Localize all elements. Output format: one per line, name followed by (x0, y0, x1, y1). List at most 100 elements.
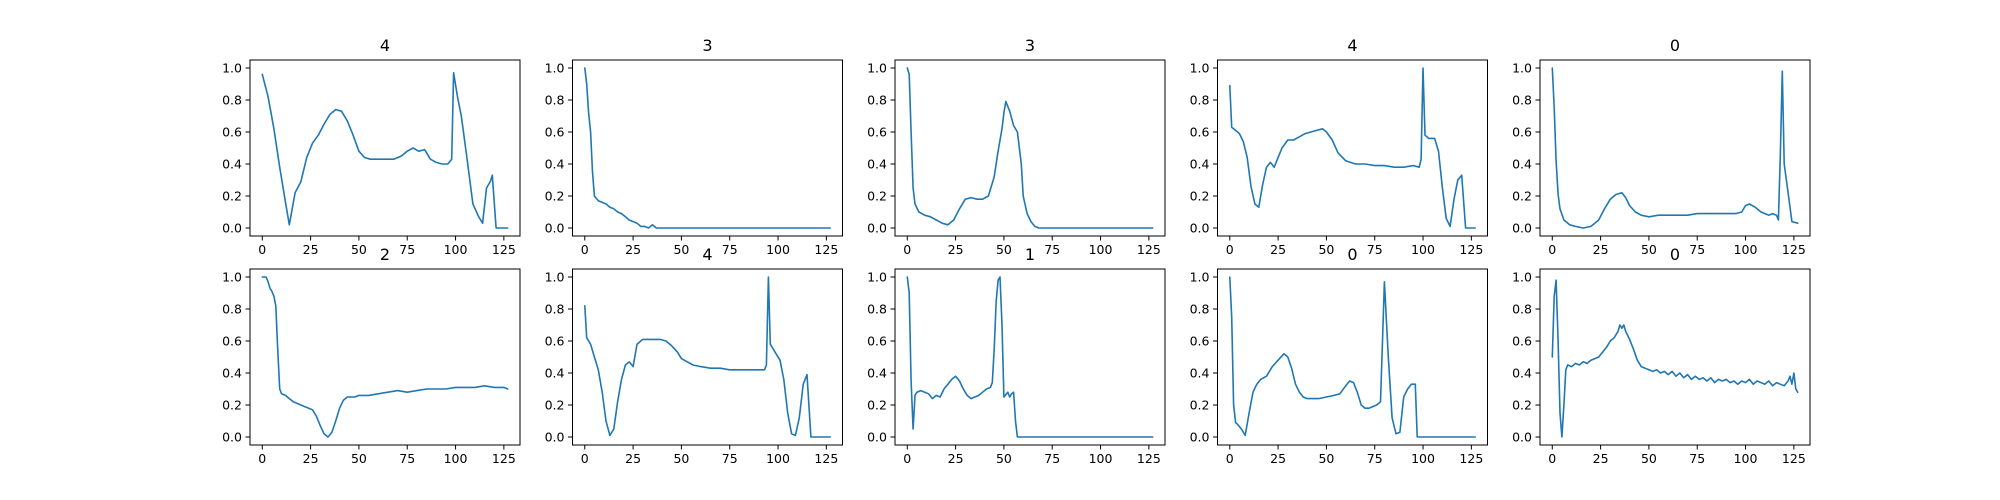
subplot-9: 0 0 25 50 75 100 125 0.0 0.2 0.4 0.6 0.8 1.0 (1190, 245, 1488, 466)
y-tick-label: 0.4 (222, 157, 242, 172)
y-tick-label: 0.0 (1190, 221, 1210, 236)
y-tick-label: 0.4 (1512, 366, 1532, 381)
series-line (906, 67, 1154, 229)
x-tick-label: 125 (1782, 242, 1806, 257)
plot-frame (1539, 268, 1811, 446)
plot-frame (1217, 59, 1488, 237)
x-tick-label: 25 (303, 451, 319, 466)
x-tick-label: 125 (1137, 242, 1161, 257)
subplot-4: 4 0 25 50 75 100 125 0.0 0.2 0.4 0.6 0.8 1.0 (1190, 36, 1488, 257)
y-tick-label: 0.4 (1190, 366, 1210, 381)
x-tick-label: 50 (673, 242, 689, 257)
x-tick-label: 50 (1641, 242, 1657, 257)
y-tick-label: 1.0 (867, 270, 887, 285)
x-tick-label: 75 (722, 451, 738, 466)
y-tick-label: 1.0 (545, 61, 565, 76)
y-tick-label: 0.4 (222, 366, 242, 381)
y-tick-label: 0.8 (1512, 93, 1532, 108)
x-tick-label: 100 (766, 242, 790, 257)
y-tick-label: 0.0 (222, 221, 242, 236)
y-tick-label: 0.0 (222, 430, 242, 445)
y-tick-label: 1.0 (545, 270, 565, 285)
y-tick-label: 0.4 (1190, 157, 1210, 172)
y-tick-label: 0.2 (1512, 189, 1532, 204)
y-tick-label: 0.0 (1512, 430, 1532, 445)
x-tick-label: 0 (1226, 242, 1234, 257)
x-tick-label: 0 (1548, 242, 1556, 257)
y-tick-label: 0.0 (1190, 430, 1210, 445)
y-tick-label: 0.2 (545, 398, 565, 413)
y-tick-label: 1.0 (1512, 270, 1532, 285)
y-tick-label: 1.0 (222, 61, 242, 76)
x-tick-label: 25 (625, 242, 641, 257)
subplot-title: 2 (380, 245, 390, 264)
x-tick-label: 0 (903, 451, 911, 466)
y-tick-label: 0.2 (1190, 398, 1210, 413)
y-tick-label: 0.2 (222, 189, 242, 204)
x-tick-label: 75 (399, 451, 415, 466)
x-tick-label: 75 (399, 242, 415, 257)
subplot-title: 0 (1347, 245, 1357, 264)
y-tick-label: 0.8 (1190, 302, 1210, 317)
y-tick-label: 0.0 (545, 221, 565, 236)
subplot-title: 4 (702, 245, 712, 264)
subplot-3: 3 0 25 50 75 100 125 0.0 0.2 0.4 0.6 0.8 1.0 (867, 36, 1166, 257)
y-tick-label: 0.8 (1190, 93, 1210, 108)
x-tick-label: 75 (1044, 451, 1060, 466)
y-tick-label: 0.4 (867, 157, 887, 172)
x-tick-label: 100 (1411, 451, 1435, 466)
y-tick-label: 0.6 (1190, 125, 1210, 140)
x-tick-label: 50 (351, 242, 367, 257)
y-tick-label: 1.0 (1512, 61, 1532, 76)
x-tick-label: 50 (1318, 242, 1334, 257)
series-line (1551, 279, 1799, 438)
y-tick-label: 0.6 (1512, 125, 1532, 140)
y-tick-label: 0.6 (222, 125, 242, 140)
subplot-2: 3 0 25 50 75 100 125 0.0 0.2 0.4 0.6 0.8 1.0 (545, 36, 843, 257)
x-tick-label: 100 (444, 242, 468, 257)
y-tick-label: 0.8 (545, 93, 565, 108)
y-tick-label: 0.2 (1512, 398, 1532, 413)
plot-frame (894, 59, 1166, 237)
x-tick-label: 75 (1367, 451, 1383, 466)
y-tick-label: 1.0 (1190, 270, 1210, 285)
subplot-title: 3 (1025, 36, 1035, 55)
x-tick-label: 50 (351, 451, 367, 466)
x-tick-label: 100 (444, 451, 468, 466)
x-tick-label: 75 (1044, 242, 1060, 257)
subplot-title: 4 (1347, 36, 1357, 55)
plot-frame (249, 59, 521, 237)
x-tick-label: 75 (1367, 242, 1383, 257)
x-tick-label: 25 (1593, 242, 1609, 257)
y-tick-label: 0.8 (867, 93, 887, 108)
plot-frame (249, 268, 521, 446)
x-tick-label: 25 (1593, 451, 1609, 466)
subplot-title: 0 (1670, 36, 1680, 55)
plot-frame (572, 59, 843, 237)
series-line (906, 276, 1154, 438)
y-tick-label: 0.2 (867, 398, 887, 413)
subplot-8: 1 0 25 50 75 100 125 0.0 0.2 0.4 0.6 0.8 1.0 (867, 245, 1166, 466)
x-tick-label: 50 (673, 451, 689, 466)
series-line (1551, 67, 1799, 229)
x-tick-label: 50 (996, 242, 1012, 257)
y-tick-label: 0.4 (545, 366, 565, 381)
x-tick-label: 50 (1641, 451, 1657, 466)
y-tick-label: 0.2 (867, 189, 887, 204)
y-tick-label: 0.4 (545, 157, 565, 172)
y-tick-label: 0.8 (867, 302, 887, 317)
y-tick-label: 0.8 (545, 302, 565, 317)
x-tick-label: 0 (1226, 451, 1234, 466)
x-tick-label: 125 (814, 242, 838, 257)
x-tick-label: 0 (1548, 451, 1556, 466)
y-tick-label: 0.6 (1512, 334, 1532, 349)
x-tick-label: 50 (996, 451, 1012, 466)
y-tick-label: 0.6 (545, 334, 565, 349)
x-tick-label: 75 (1689, 451, 1705, 466)
series-line (584, 276, 831, 438)
y-tick-label: 0.2 (545, 189, 565, 204)
series-line (1229, 276, 1476, 438)
x-tick-label: 100 (1411, 242, 1435, 257)
x-tick-label: 25 (625, 451, 641, 466)
